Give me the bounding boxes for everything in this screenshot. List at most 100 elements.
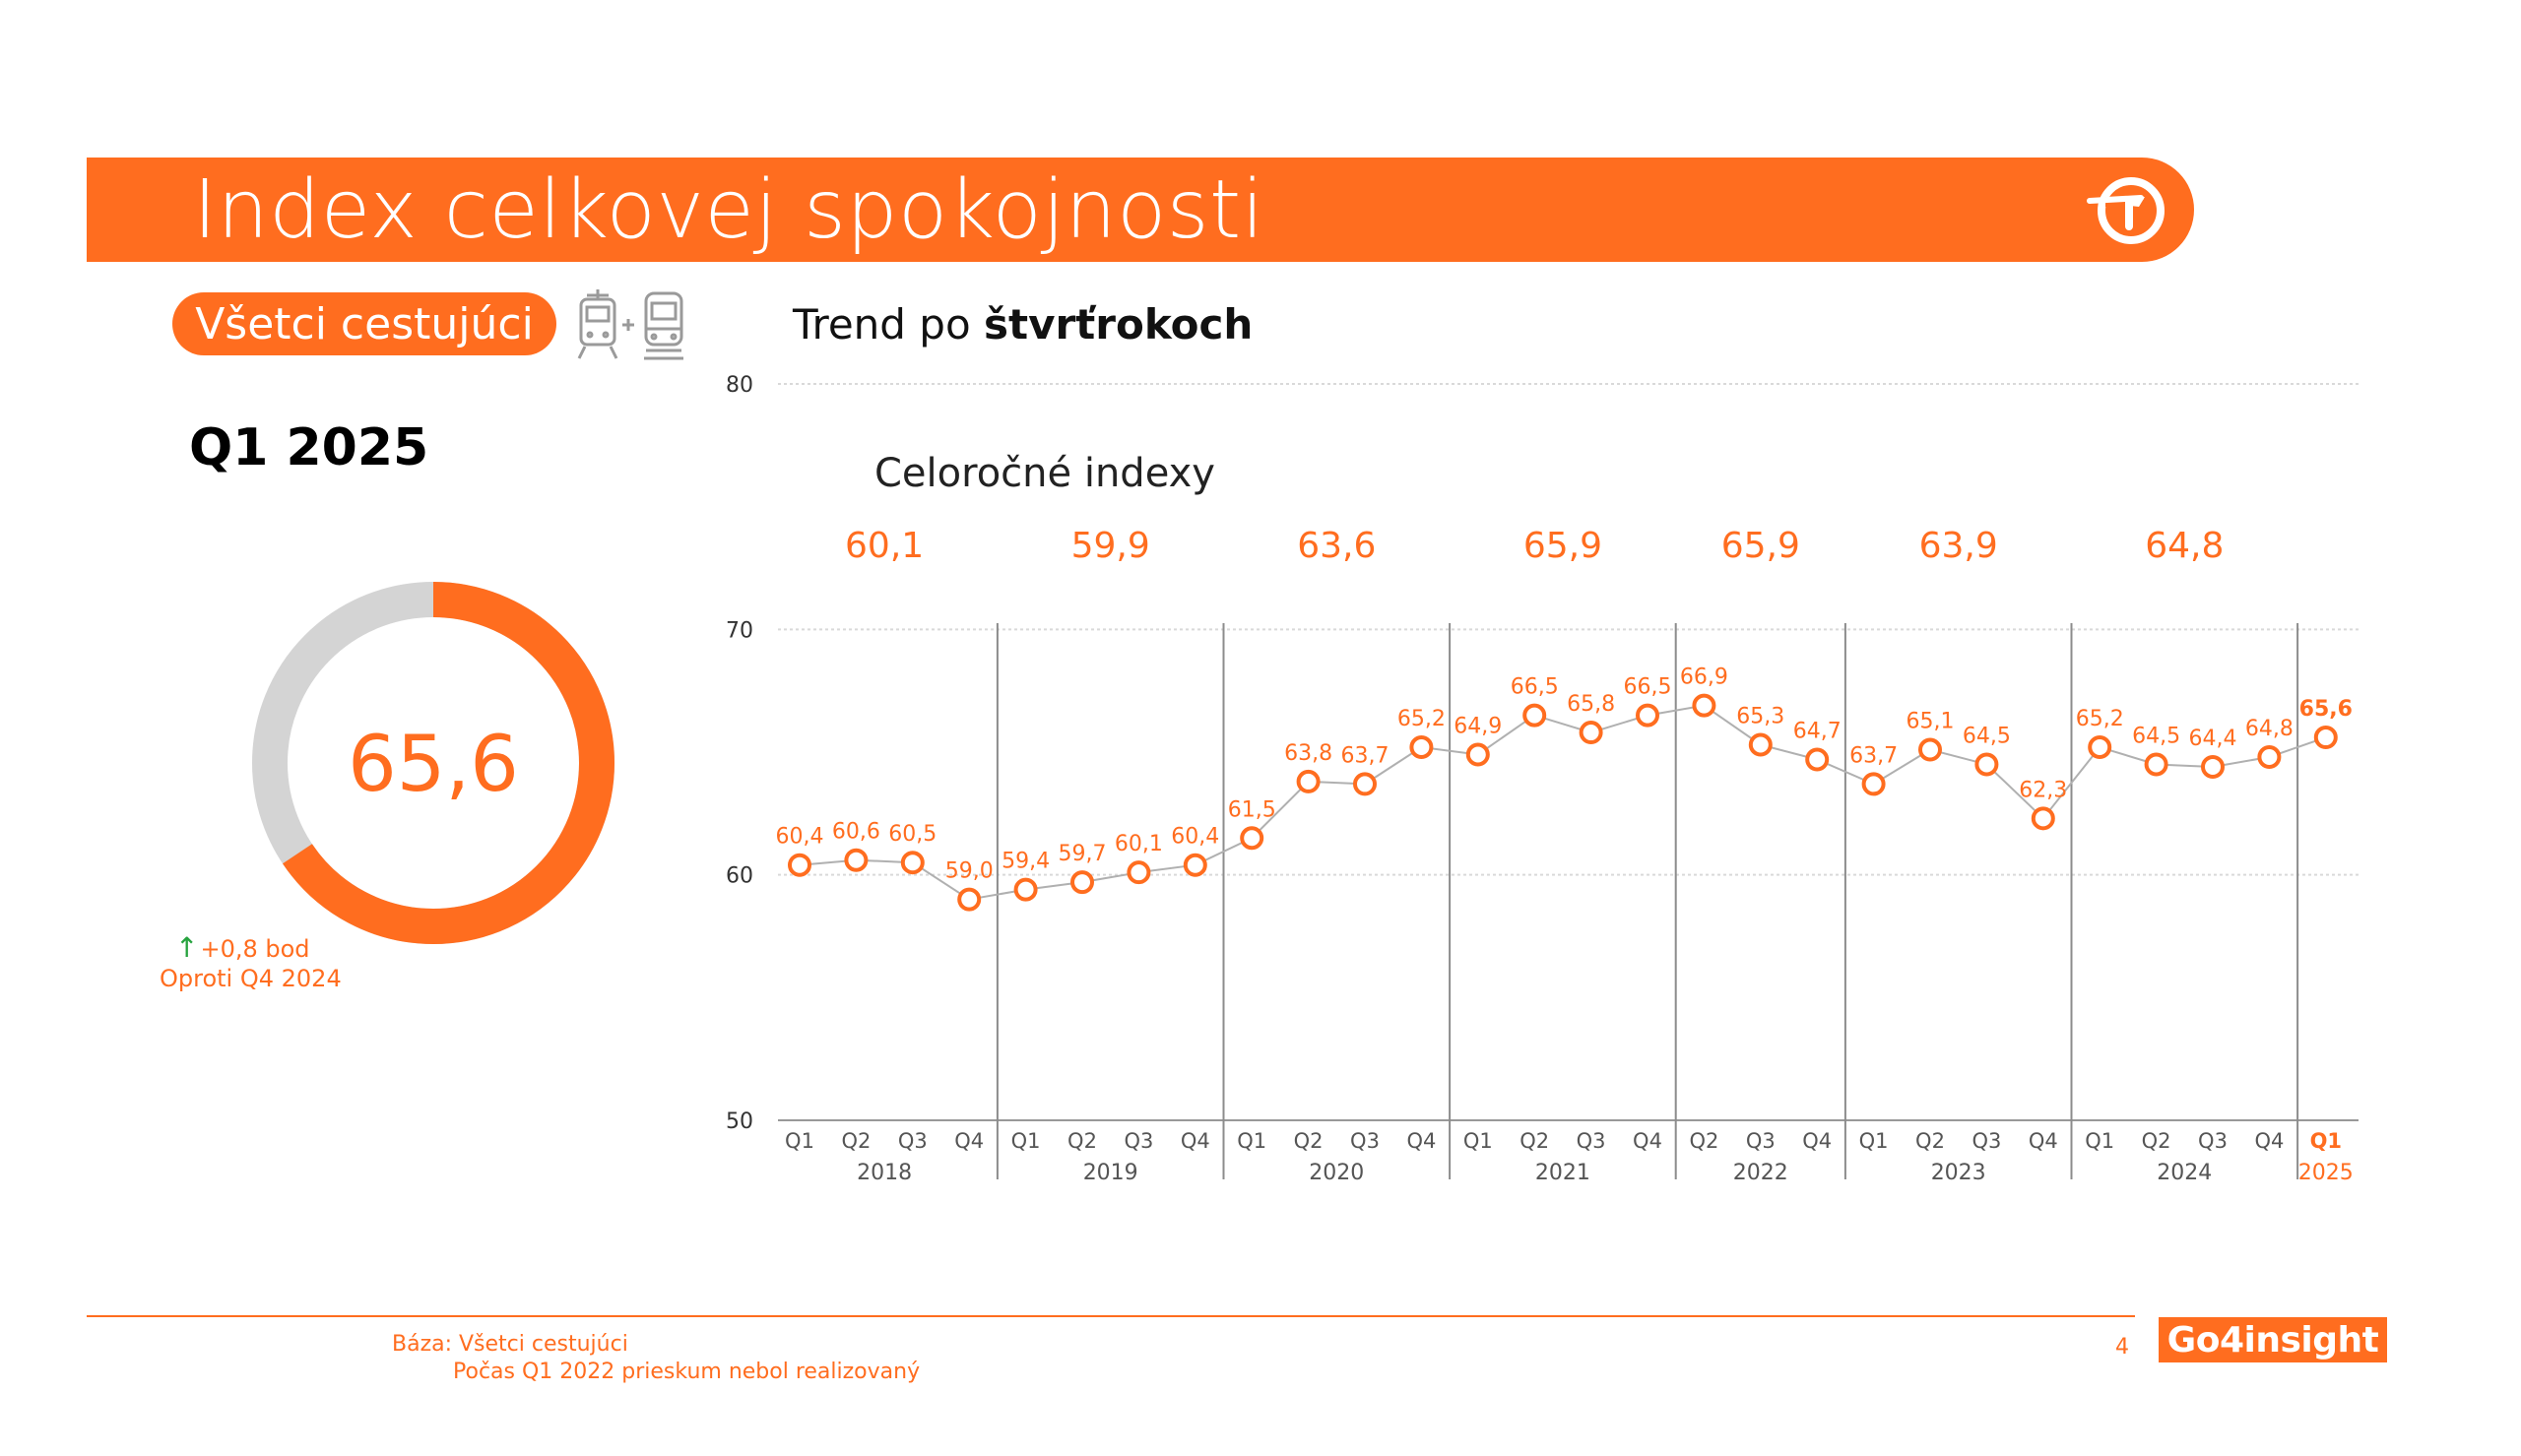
year-label: 2019 (1083, 1161, 1138, 1185)
data-label: 59,4 (1002, 850, 1050, 874)
x-tick-label: Q2 (1519, 1129, 1549, 1153)
data-point (1522, 703, 1547, 728)
annual-index-label: 64,8 (2145, 526, 2224, 566)
data-point (1465, 742, 1490, 767)
change-compare: Oproti Q4 2024 (160, 965, 342, 992)
page-title: Index celkovej spokojnosti (193, 163, 1264, 257)
data-point (1240, 826, 1264, 851)
data-point (1296, 769, 1321, 793)
brand-logo: Go4insight (2159, 1317, 2387, 1362)
donut-value-text: 65,6 (348, 721, 519, 809)
data-label: 64,4 (2189, 727, 2237, 751)
period-label: Q1 2025 (189, 418, 429, 477)
data-point (1183, 853, 1207, 877)
x-tick-label: Q4 (1181, 1129, 1210, 1153)
y-tick-label: 80 (726, 373, 753, 398)
title-bar: Index celkovej spokojnosti (87, 158, 2194, 262)
x-tick-label: Q2 (1067, 1129, 1097, 1153)
up-arrow-icon: ↑ (175, 931, 199, 964)
year-label: 2021 (1535, 1161, 1590, 1185)
data-label: 66,9 (1680, 665, 1728, 690)
footer-note: Počas Q1 2022 prieskum nebol realizovaný (453, 1360, 921, 1384)
data-point (2257, 744, 2282, 769)
data-label: 60,1 (1115, 832, 1163, 856)
data-label: 59,7 (1059, 842, 1107, 866)
year-label: 2023 (1931, 1161, 1986, 1185)
x-tick-label: Q3 (1972, 1129, 2001, 1153)
data-point (1918, 737, 1942, 762)
x-tick-label: Q1 (1237, 1129, 1266, 1153)
data-label: 65,1 (1907, 710, 1955, 734)
x-tick-label: Q4 (1802, 1129, 1832, 1153)
data-label: 61,5 (1228, 797, 1276, 822)
change-indicator: ↑+0,8 bod Oproti Q4 2024 (160, 933, 342, 993)
data-point (1013, 877, 1038, 902)
data-label: 65,3 (1736, 705, 1784, 729)
data-point (2201, 754, 2225, 779)
data-point (1748, 732, 1773, 757)
data-label: 62,3 (2019, 778, 2067, 802)
x-tick-label: Q4 (1406, 1129, 1436, 1153)
data-point (2031, 806, 2055, 831)
x-tick-label: Q3 (1350, 1129, 1380, 1153)
data-point (1974, 752, 1999, 777)
annual-index-label: 59,9 (1071, 526, 1150, 566)
x-tick-label: Q4 (1633, 1129, 1662, 1153)
x-tick-label: Q2 (2142, 1129, 2171, 1153)
data-label: 64,9 (1454, 714, 1502, 738)
x-tick-label: Q4 (2254, 1129, 2284, 1153)
x-tick-label: Q3 (1124, 1129, 1153, 1153)
annual-index-label: 65,9 (1721, 526, 1800, 566)
x-tick-label: Q3 (898, 1129, 928, 1153)
data-point (1353, 772, 1377, 796)
data-point (1805, 747, 1830, 772)
data-label: 66,5 (1511, 675, 1559, 700)
data-label: 60,5 (888, 822, 937, 847)
change-delta: +0,8 bod (200, 935, 310, 963)
data-point (1127, 860, 1151, 885)
x-tick-label: Q1 (1011, 1129, 1041, 1153)
x-tick-label: Q2 (1915, 1129, 1945, 1153)
annual-index-label: 63,6 (1297, 526, 1376, 566)
data-label: 60,4 (1171, 825, 1219, 850)
data-label: 63,8 (1284, 741, 1332, 766)
x-tick-label: Q1 (785, 1129, 814, 1153)
y-tick-label: 50 (726, 1109, 753, 1134)
data-point (1579, 721, 1603, 745)
data-label: 66,5 (1624, 675, 1672, 700)
year-label: 2020 (1309, 1161, 1364, 1185)
data-label: 64,5 (2132, 724, 2180, 748)
x-tick-label: Q4 (2029, 1129, 2058, 1153)
data-label: 63,7 (1341, 743, 1390, 768)
x-tick-label: Q3 (1577, 1129, 1606, 1153)
data-point (2313, 726, 2338, 750)
tram-train-icon (577, 289, 683, 360)
data-label: 65,2 (2076, 707, 2124, 731)
data-point (957, 887, 982, 912)
x-tick-label: Q2 (1294, 1129, 1324, 1153)
data-point (1409, 735, 1434, 760)
data-point (1070, 870, 1094, 895)
page-number: 4 (2115, 1335, 2129, 1360)
y-tick-label: 60 (726, 864, 753, 889)
x-tick-label: Q1 (2085, 1129, 2114, 1153)
year-label: 2022 (1733, 1161, 1788, 1185)
data-point (788, 853, 811, 877)
footer-notes: Báza: Všetci cestujúci Počas Q1 2022 pri… (392, 1331, 920, 1386)
x-tick-label: Q2 (1689, 1129, 1718, 1153)
segment-pill: Všetci cestujúci (172, 292, 556, 355)
data-label: 64,5 (1963, 724, 2011, 748)
x-tick-label: Q4 (954, 1129, 984, 1153)
donut-value-arc (252, 582, 614, 944)
annual-index-label: 63,9 (1919, 526, 1998, 566)
y-tick-label: 70 (726, 618, 753, 643)
chart-title: Trend po štvrťrokoch (793, 300, 1254, 348)
data-label: 65,2 (1397, 707, 1446, 731)
year-label: 2018 (857, 1161, 912, 1185)
data-label: 65,8 (1567, 692, 1615, 717)
x-tick-label: Q1 (2310, 1129, 2342, 1153)
data-label: 64,8 (2245, 717, 2294, 741)
data-point (844, 848, 869, 872)
data-point (900, 851, 925, 875)
